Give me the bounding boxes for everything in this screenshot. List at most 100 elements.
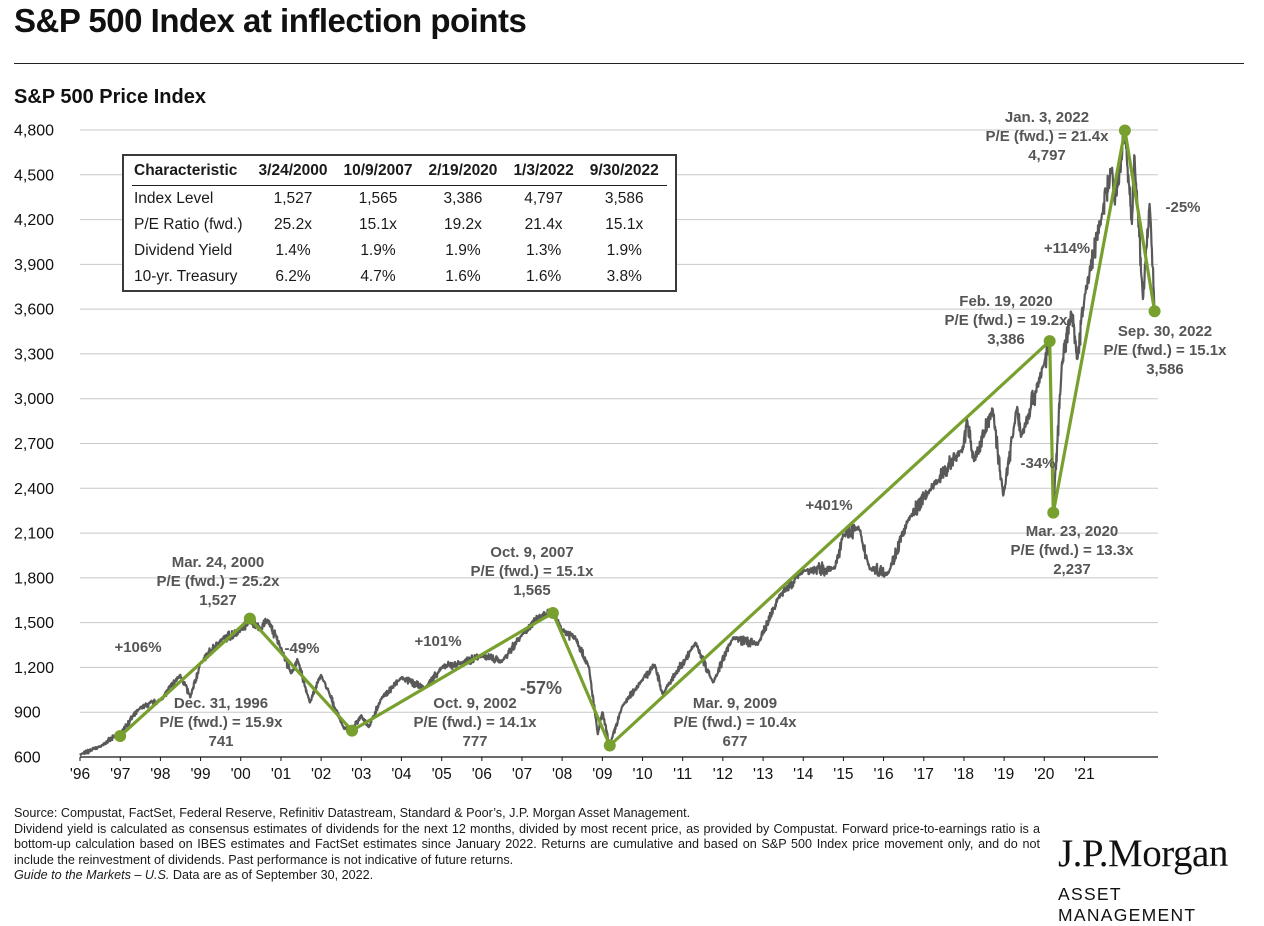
annotation-text: P/E (fwd.) = 13.3x [1011, 542, 1135, 559]
guide-date: Data are as of September 30, 2022. [169, 868, 374, 882]
annotation-text: Mar. 23, 2020 [1026, 523, 1119, 540]
annotation-text: Mar. 24, 2000 [172, 554, 265, 571]
annotation-text: 4,797 [1028, 147, 1066, 164]
logo-tagline: ASSET MANAGEMENT [1058, 884, 1197, 925]
y-tick-label: 1,500 [14, 615, 54, 632]
table-cell: 4.7% [360, 268, 396, 285]
annotation-text: P/E (fwd.) = 15.1x [1104, 342, 1228, 359]
x-tick-label: '97 [110, 766, 130, 783]
x-tick-label: '04 [391, 766, 412, 783]
page-title: S&P 500 Index at inflection points [14, 2, 527, 39]
pct-change-label: -49% [284, 640, 319, 657]
y-tick-label: 2,400 [14, 481, 54, 498]
x-tick-label: '21 [1074, 766, 1094, 783]
annotation-text: Jan. 3, 2022 [1005, 109, 1089, 126]
y-tick-label: 3,600 [14, 302, 54, 319]
annotation-text: 677 [722, 733, 747, 750]
pct-change-label: +106% [114, 639, 161, 656]
x-tick-label: '20 [1034, 766, 1055, 783]
table-row: P/E Ratio (fwd.) 25.2x 15.1x 19.2x 21.4x… [132, 212, 667, 238]
footnotes: Source: Compustat, FactSet, Federal Rese… [14, 806, 1040, 884]
table-cell: 1.6% [525, 268, 562, 285]
y-tick-label: 600 [14, 750, 41, 767]
methodology-note: Dividend yield is calculated as consensu… [14, 821, 1040, 867]
annotation-text: Mar. 9, 2009 [693, 695, 777, 712]
x-tick-label: '17 [914, 766, 934, 783]
table-cell: 1.9% [445, 242, 481, 259]
inflection-point [603, 739, 616, 752]
logo-name: J.P.Morgan [1058, 832, 1228, 875]
y-tick-label: 900 [14, 705, 41, 722]
x-tick-label: '99 [190, 766, 210, 783]
annotation-text: 1,527 [199, 592, 237, 609]
x-tick-label: '11 [673, 766, 692, 783]
x-tick-label: '00 [231, 766, 252, 783]
table-cell: P/E Ratio (fwd.) [134, 216, 243, 233]
x-tick-label: '08 [552, 766, 572, 783]
inflection-point [114, 729, 127, 742]
table-cell: 21.4x [524, 216, 563, 233]
x-tick-label: '01 [271, 766, 291, 783]
annotation-text: Feb. 19, 2020 [959, 293, 1052, 310]
grid-layer [80, 129, 1158, 758]
table-cell: 15.1x [605, 216, 644, 233]
guide-title: Guide to the Markets – U.S. [14, 868, 170, 882]
y-tick-label: 2,700 [14, 436, 54, 453]
x-tick-label: '14 [793, 766, 814, 783]
inflection-point [546, 606, 559, 619]
pct-change-label: -25% [1165, 199, 1200, 216]
pct-change-label: -34% [1020, 455, 1055, 472]
source-note: Source: Compustat, FactSet, Federal Rese… [14, 806, 691, 820]
inflection-layer [114, 124, 1161, 752]
x-tick-label: '15 [833, 766, 853, 783]
annotation-text: P/E (fwd.) = 15.9x [160, 714, 284, 731]
table-cell: 1.6% [445, 268, 481, 285]
table-cell: 1.3% [525, 242, 562, 259]
y-tick-label: 4,800 [14, 123, 54, 140]
annotation-text: 777 [462, 733, 487, 750]
annotation-text: P/E (fwd.) = 21.4x [986, 128, 1110, 145]
annotation-text: P/E (fwd.) = 10.4x [674, 714, 798, 731]
table-cell: 4,797 [524, 190, 563, 207]
table-header: Characteristic [132, 156, 251, 186]
inflection-point [1148, 305, 1161, 318]
table-cell: Index Level [134, 190, 214, 207]
x-tick-label: '19 [994, 766, 1014, 783]
pct-change-label: +114% [1044, 240, 1090, 257]
annotation-text: P/E (fwd.) = 15.1x [471, 563, 595, 580]
guide-note: Guide to the Markets – U.S. Data are as … [14, 868, 1040, 884]
x-tick-label: '16 [873, 766, 893, 783]
table-row: Dividend Yield 1.4% 1.9% 1.9% 1.3% 1.9% [132, 238, 667, 264]
table-cell: 10-yr. Treasury [134, 268, 238, 285]
y-tick-label: 3,900 [14, 257, 54, 274]
sp500-chart: 4,800 4,500 4,200 3,900 3,600 3,300 3,000 2,700… [14, 109, 1227, 783]
annotation-layer: Dec. 31, 1996 P/E (fwd.) = 15.9x 741 Mar. 2… [114, 109, 1227, 750]
table-cell: 15.1x [359, 216, 397, 233]
annotation-text: 1,565 [513, 582, 551, 599]
jpmorgan-logo: J.P.Morgan ASSET MANAGEMENT [1058, 834, 1248, 926]
pct-change-label: -57% [520, 678, 562, 698]
table-cell: 3,386 [443, 190, 483, 207]
annotation-text: Sep. 30, 2022 [1118, 323, 1212, 340]
table-row: 10-yr. Treasury 6.2% 4.7% 1.6% 1.6% 3.8% [132, 264, 667, 290]
annotation-text: 741 [208, 733, 233, 750]
table-cell: Dividend Yield [134, 242, 233, 259]
table-cell: 19.2x [443, 216, 482, 233]
x-tick-label: '18 [954, 766, 974, 783]
x-tick-label: '10 [632, 766, 653, 783]
annotation-text: Dec. 31, 1996 [174, 695, 268, 712]
y-tick-label: 1,200 [14, 660, 54, 677]
chart-subtitle: S&P 500 Price Index [14, 86, 206, 108]
y-tick-label: 4,200 [14, 212, 54, 229]
x-tick-label: '07 [512, 766, 532, 783]
y-tick-label: 3,000 [14, 391, 54, 408]
table-cell: 1,565 [358, 190, 398, 207]
characteristics-table: Characteristic 3/24/2000 10/9/2007 2/19/… [122, 154, 677, 292]
x-tick-label: '09 [592, 766, 612, 783]
table-header: 1/3/2022 [505, 156, 582, 186]
annotation-text: 3,586 [1146, 361, 1184, 378]
title-divider [14, 63, 1244, 64]
table-cell: 1.9% [606, 242, 642, 259]
x-tick-label: '02 [311, 766, 331, 783]
x-axis-ticks: '96 '97 '98 '99 '00 '01 '02 '03 '04 '05 '06 '07 '08 '… [70, 757, 1095, 783]
